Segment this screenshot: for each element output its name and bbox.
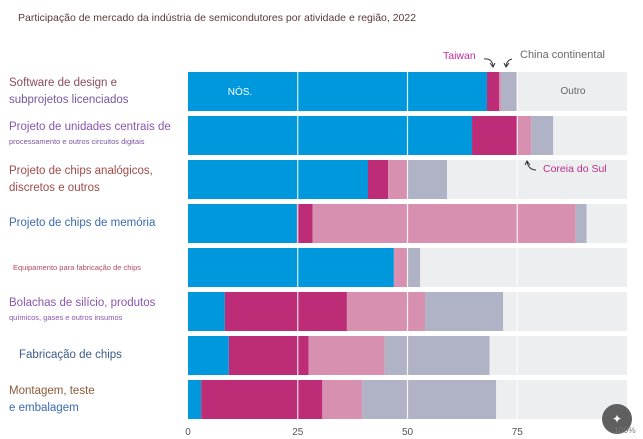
category-label-line1: Projeto de chips analógicos, xyxy=(9,165,153,177)
bar-segment-outro-0 xyxy=(516,72,627,111)
magic-wand-icon: ✦ xyxy=(611,412,623,426)
category-label-line1: Projeto de unidades centrais de xyxy=(9,121,171,133)
category-label-line1: Bolachas de silício, produtos xyxy=(9,297,156,309)
us-series-label: NÓS. xyxy=(228,85,252,98)
bar-segment-n-s--2 xyxy=(188,160,368,199)
other-series-label: Outro xyxy=(560,86,585,97)
bar-segment-coreia-do-sul-4 xyxy=(393,248,408,287)
x-tick-label-0: 0 xyxy=(185,427,191,438)
bar-segment-taiwan-2 xyxy=(367,160,389,199)
arrow-taiwan-icon xyxy=(483,58,496,68)
bar-segment-outro-3 xyxy=(586,204,627,243)
bar-segment-taiwan-7 xyxy=(201,380,323,419)
x-tick-label-25: 25 xyxy=(292,427,304,438)
category-label-4: Equipamento para fabricação de chips xyxy=(9,262,141,274)
category-label-line2: subprojetos licenciados xyxy=(9,94,129,106)
zoom-button[interactable]: ✦ xyxy=(602,404,632,434)
bar-segment-outro-6 xyxy=(489,336,627,375)
category-label-0: Software de design e subprojetos licencia… xyxy=(9,75,129,109)
category-label-6: Fabricação de chips xyxy=(19,347,122,364)
bar-segment-china-continental-3 xyxy=(575,204,587,243)
bar-segment-outro-4 xyxy=(420,248,627,287)
bar-segment-china-continental-6 xyxy=(384,336,490,375)
bar-segment-n-s--4 xyxy=(188,248,394,287)
bar-segment-coreia-do-sul-2 xyxy=(388,160,408,199)
annotation-china: China continental xyxy=(520,49,606,61)
category-label-5: Bolachas de silício, produtos químicos, g… xyxy=(9,295,155,324)
bar-segment-outro-1 xyxy=(553,116,627,155)
category-label-line1: Equipamento para fabricação de chips xyxy=(13,263,141,272)
bar-segment-coreia-do-sul-3 xyxy=(312,204,576,243)
bar-segment-taiwan-5 xyxy=(224,292,347,331)
annotation-taiwan: Taiwan xyxy=(443,50,476,62)
bar-segment-n-s--7 xyxy=(188,380,202,419)
x-tick-label-75: 75 xyxy=(512,427,524,438)
bar-segment-china-continental-2 xyxy=(407,160,448,199)
bar-segment-taiwan-6 xyxy=(228,336,309,375)
category-label-line1: Fabricação de chips xyxy=(19,349,122,361)
category-label-line2: processamento e outros circuitos digitai… xyxy=(9,137,145,146)
category-label-line1: Projeto de chips de memória xyxy=(9,217,156,229)
bar-segment-n-s--1 xyxy=(188,116,473,155)
category-label-7: Montagem, teste e embalagem xyxy=(9,383,95,417)
bar-segment-taiwan-0 xyxy=(486,72,500,111)
category-label-line2: discretos e outros xyxy=(9,182,100,194)
bar-segment-china-continental-0 xyxy=(501,72,517,111)
bar-segment-outro-5 xyxy=(503,292,627,331)
bar-segment-coreia-do-sul-1 xyxy=(517,116,532,155)
x-tick-label-50: 50 xyxy=(402,427,414,438)
bar-segment-n-s--6 xyxy=(188,336,229,375)
bar-segment-china-continental-4 xyxy=(407,248,421,287)
bar-segment-china-continental-1 xyxy=(531,116,554,155)
category-label-3: Projeto de chips de memória xyxy=(9,215,155,232)
bar-segment-n-s--5 xyxy=(188,292,225,331)
annotation-korea: Coreia do Sul xyxy=(543,163,607,175)
category-label-2: Projeto de chips analógicos, discretos e … xyxy=(9,163,153,197)
category-label-line1: Montagem, teste xyxy=(9,385,95,397)
arrow-korea-icon xyxy=(524,160,537,171)
bar-segment-n-s--0 xyxy=(188,72,487,111)
bar-segment-coreia-do-sul-6 xyxy=(308,336,385,375)
chart-title: Participação de mercado da indústria de … xyxy=(18,12,417,24)
category-label-line1: Software de design e xyxy=(9,77,118,89)
bar-segment-coreia-do-sul-5 xyxy=(346,292,426,331)
bar-segment-taiwan-1 xyxy=(472,116,518,155)
bar-segment-china-continental-7 xyxy=(362,380,497,419)
bar-segment-n-s--3 xyxy=(188,204,297,243)
category-label-1: Projeto de unidades centrais de processam… xyxy=(9,119,171,148)
bar-segment-outro-2 xyxy=(447,160,627,199)
bar-segment-china-continental-5 xyxy=(425,292,504,331)
bar-segment-coreia-do-sul-0 xyxy=(499,72,502,111)
category-label-line2: químicos, gases e outros insumos xyxy=(9,313,123,322)
arrow-china-icon xyxy=(503,58,513,68)
bar-segment-coreia-do-sul-7 xyxy=(322,380,363,419)
category-label-line2: e embalagem xyxy=(9,402,79,414)
zoom-level: 100% xyxy=(614,425,636,435)
bar-segment-taiwan-3 xyxy=(296,204,313,243)
